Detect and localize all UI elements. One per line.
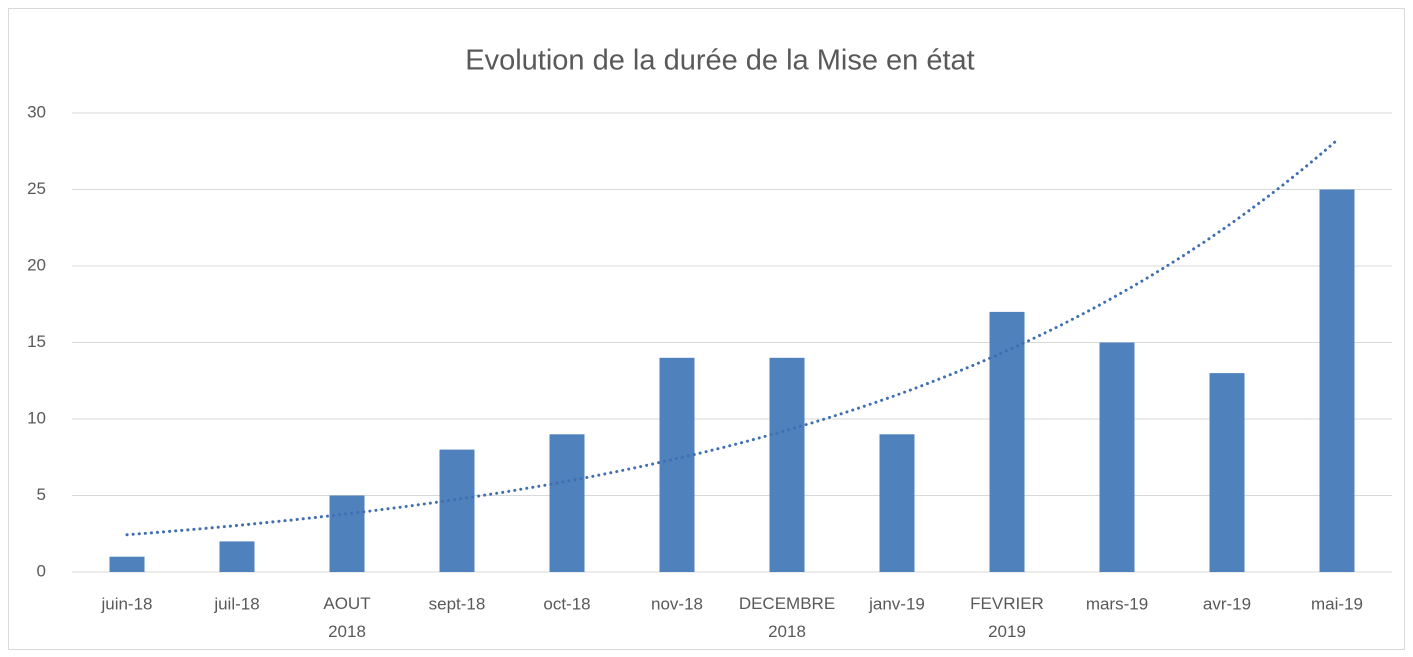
bar	[1319, 189, 1355, 572]
x-tick-label: DECEMBRE 2018	[739, 594, 835, 641]
x-tick-label: janv-19	[868, 594, 925, 613]
bar	[439, 449, 475, 572]
x-tick-label: AOUT 2018	[323, 594, 370, 641]
bar	[1209, 373, 1245, 572]
chart-title: Evolution de la durée de la Mise en état	[465, 45, 974, 77]
chart-border	[8, 8, 1405, 650]
bar	[109, 556, 145, 572]
trendline	[125, 138, 1339, 537]
bar	[219, 541, 255, 572]
x-tick-label: sept-18	[429, 594, 486, 613]
x-tick-label: mars-19	[1086, 594, 1148, 613]
y-tick-label: 25	[27, 179, 46, 198]
bar	[659, 357, 695, 572]
y-tick-label: 30	[27, 102, 46, 121]
y-tick-label: 20	[27, 255, 46, 274]
x-tick-label: juil-18	[213, 594, 259, 613]
x-tick-label: FEVRIER 2019	[970, 594, 1044, 641]
bar	[329, 495, 365, 572]
y-tick-label: 0	[37, 561, 46, 580]
x-tick-label: oct-18	[543, 594, 590, 613]
x-tick-label: nov-18	[651, 594, 703, 613]
y-tick-label: 10	[27, 408, 46, 427]
bar	[769, 357, 805, 572]
x-tick-label: avr-19	[1203, 594, 1251, 613]
x-tick-label: mai-19	[1311, 594, 1363, 613]
y-tick-label: 15	[27, 332, 46, 351]
y-tick-label: 5	[37, 485, 46, 504]
bar	[1099, 342, 1135, 572]
bar	[549, 434, 585, 572]
bar	[879, 434, 915, 572]
x-tick-label: juin-18	[100, 594, 152, 613]
